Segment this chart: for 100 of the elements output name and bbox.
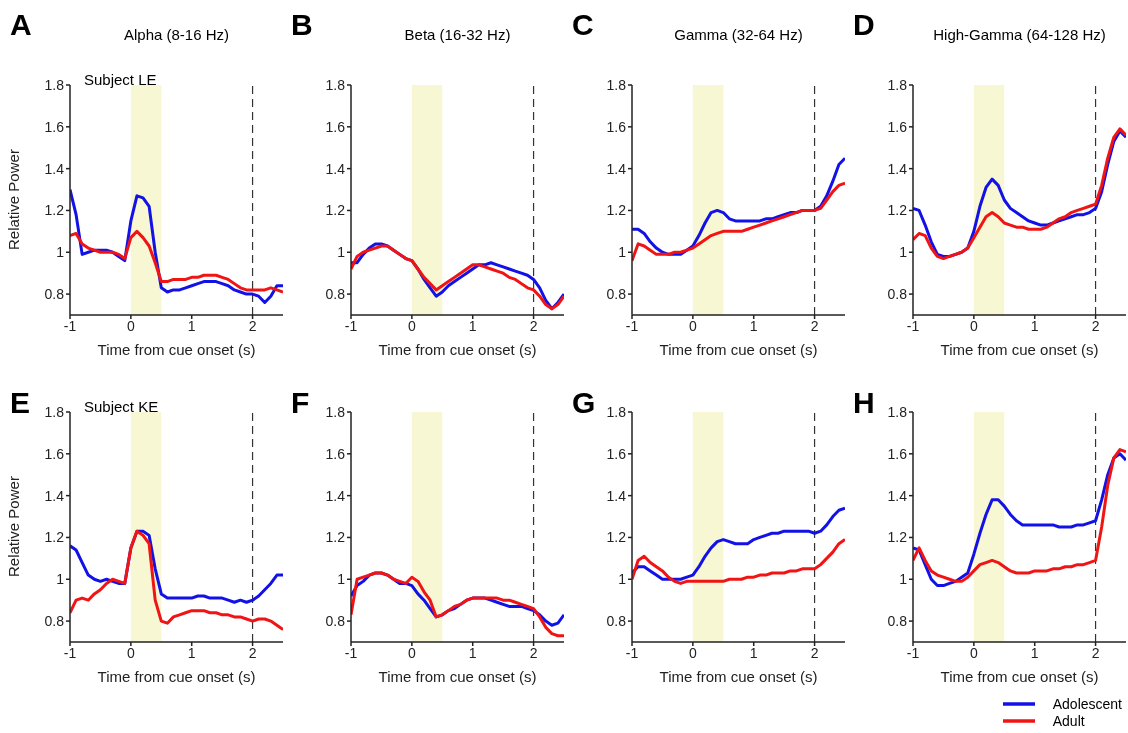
x-tick-label: 0 bbox=[688, 644, 697, 661]
x-tick-label: 1 bbox=[187, 644, 196, 661]
y-tick-label: 0.8 bbox=[44, 613, 65, 630]
x-tick-label: -1 bbox=[625, 317, 639, 334]
x-tick-label: 0 bbox=[126, 644, 135, 661]
chart-title: Gamma (32-64 Hz) bbox=[673, 26, 804, 43]
x-axis-title: Time from cue onset (s) bbox=[659, 341, 818, 358]
x-axis-title: Time from cue onset (s) bbox=[378, 341, 537, 358]
y-tick-label: 1.6 bbox=[887, 118, 908, 135]
y-tick-label: 1.2 bbox=[44, 529, 65, 546]
text: A bbox=[10, 8, 32, 42]
y-tick-label: 1.4 bbox=[325, 160, 346, 177]
annotation: Subject KE bbox=[84, 398, 159, 415]
y-tick-label: 1.8 bbox=[325, 403, 346, 420]
x-tick-label: 2 bbox=[248, 317, 257, 334]
x-tick-label: 2 bbox=[529, 317, 538, 334]
y-tick-label: 1.2 bbox=[606, 529, 627, 546]
y-tick-label: 1 bbox=[56, 571, 65, 588]
y-tick-label: 1.8 bbox=[887, 403, 908, 420]
y-tick-label: 1.6 bbox=[887, 445, 908, 462]
text: E bbox=[10, 386, 31, 420]
y-tick-label: 0.8 bbox=[887, 613, 908, 630]
x-tick-label: 1 bbox=[468, 644, 477, 661]
y-tick-label: 1.4 bbox=[44, 487, 65, 504]
y-tick-label: 1.4 bbox=[44, 160, 65, 177]
legend-label: Adolescent bbox=[1052, 695, 1122, 712]
x-tick-label: 2 bbox=[1091, 644, 1100, 661]
chart-title: High-Gamma (64-128 Hz) bbox=[932, 26, 1107, 43]
x-tick-label: 1 bbox=[1030, 644, 1039, 661]
x-tick-label: 2 bbox=[810, 317, 819, 334]
x-tick-label: 2 bbox=[1091, 317, 1100, 334]
y-tick-label: 1.2 bbox=[44, 202, 65, 219]
y-tick-label: 1 bbox=[618, 244, 627, 261]
x-tick-label: -1 bbox=[63, 644, 77, 661]
text: F bbox=[291, 386, 310, 420]
x-tick-label: -1 bbox=[906, 317, 920, 334]
x-axis-title: Time from cue onset (s) bbox=[940, 341, 1099, 358]
x-tick-label: 1 bbox=[187, 317, 196, 334]
chart-title: Beta (16-32 Hz) bbox=[403, 26, 512, 43]
x-tick-label: -1 bbox=[906, 644, 920, 661]
y-axis-title: Relative Power bbox=[5, 149, 23, 250]
line-series bbox=[632, 538, 845, 585]
chart-title: Alpha (8-16 Hz) bbox=[122, 26, 230, 43]
x-tick-label: -1 bbox=[63, 317, 77, 334]
y-tick-label: 1.8 bbox=[887, 76, 908, 93]
y-tick-label: 1.6 bbox=[325, 118, 346, 135]
y-tick-label: 1 bbox=[337, 571, 346, 588]
y-tick-label: 0.8 bbox=[887, 286, 908, 303]
y-tick-label: 1 bbox=[618, 571, 627, 588]
y-tick-label: 1.6 bbox=[325, 445, 346, 462]
y-tick-label: 1 bbox=[899, 571, 908, 588]
x-tick-label: 1 bbox=[749, 317, 758, 334]
legend-label: Adult bbox=[1052, 712, 1085, 729]
y-tick-label: 0.8 bbox=[606, 286, 627, 303]
y-tick-label: 0.8 bbox=[44, 286, 65, 303]
x-axis-title: Time from cue onset (s) bbox=[97, 668, 256, 685]
x-tick-label: 0 bbox=[407, 644, 416, 661]
x-tick-label: 0 bbox=[407, 317, 416, 334]
line-series bbox=[70, 229, 283, 294]
y-tick-label: 1.6 bbox=[606, 445, 627, 462]
y-tick-label: 1.2 bbox=[887, 529, 908, 546]
y-tick-label: 1.8 bbox=[44, 403, 65, 420]
y-tick-label: 1.6 bbox=[44, 445, 65, 462]
y-tick-label: 1.6 bbox=[44, 118, 65, 135]
y-tick-label: 1.2 bbox=[887, 202, 908, 219]
x-tick-label: 2 bbox=[529, 644, 538, 661]
y-tick-label: 0.8 bbox=[325, 286, 346, 303]
x-tick-label: 1 bbox=[1030, 317, 1039, 334]
x-tick-label: 0 bbox=[969, 317, 978, 334]
y-tick-label: 1.4 bbox=[606, 487, 627, 504]
y-tick-label: 1.4 bbox=[606, 160, 627, 177]
x-axis-title: Time from cue onset (s) bbox=[940, 668, 1099, 685]
y-tick-label: 1 bbox=[337, 244, 346, 261]
text: D bbox=[853, 8, 875, 42]
annotation: Subject LE bbox=[84, 71, 157, 88]
x-tick-label: 2 bbox=[810, 644, 819, 661]
text: B bbox=[291, 8, 313, 42]
x-tick-label: 2 bbox=[248, 644, 257, 661]
y-tick-label: 1.8 bbox=[606, 76, 627, 93]
text: C bbox=[572, 8, 594, 42]
y-tick-label: 1 bbox=[899, 244, 908, 261]
line-series bbox=[632, 181, 845, 263]
y-tick-label: 0.8 bbox=[325, 613, 346, 630]
y-tick-label: 1.8 bbox=[325, 76, 346, 93]
y-tick-label: 1.4 bbox=[887, 160, 908, 177]
line-series bbox=[70, 529, 283, 631]
x-axis-title: Time from cue onset (s) bbox=[659, 668, 818, 685]
x-tick-label: 0 bbox=[969, 644, 978, 661]
text: G bbox=[572, 386, 596, 420]
line-series bbox=[351, 571, 564, 638]
text: H bbox=[853, 386, 875, 420]
y-tick-label: 1.2 bbox=[325, 529, 346, 546]
y-tick-label: 1.2 bbox=[606, 202, 627, 219]
y-tick-label: 1.8 bbox=[44, 76, 65, 93]
x-tick-label: -1 bbox=[625, 644, 639, 661]
x-axis-title: Time from cue onset (s) bbox=[97, 341, 256, 358]
x-tick-label: -1 bbox=[344, 644, 358, 661]
y-tick-label: 1.4 bbox=[887, 487, 908, 504]
y-tick-label: 1.6 bbox=[606, 118, 627, 135]
x-axis-title: Time from cue onset (s) bbox=[378, 668, 537, 685]
